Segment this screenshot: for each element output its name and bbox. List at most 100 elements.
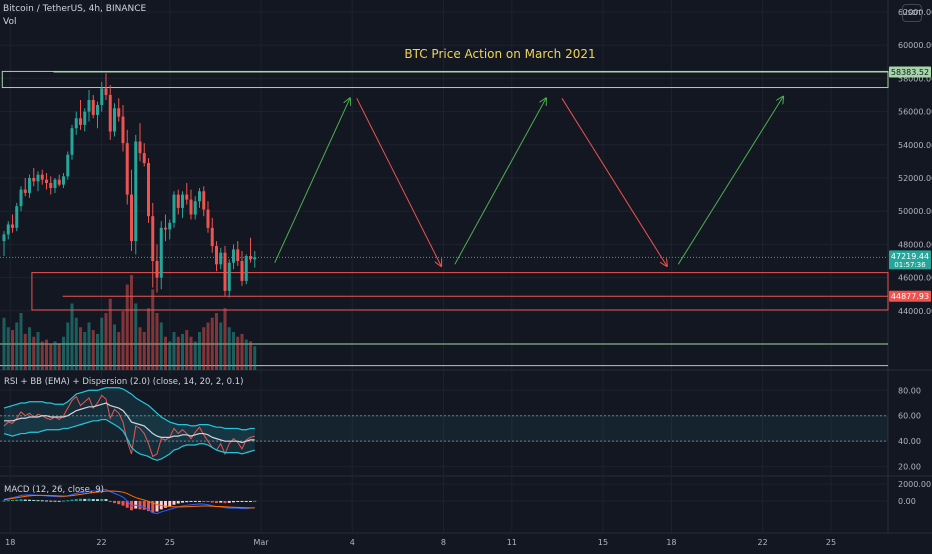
candle-body [57,179,61,185]
candle-body [79,118,82,125]
volume-bar [134,303,138,370]
volume-bar [219,322,223,370]
volume-bar [244,339,248,370]
volume-bar [159,322,163,370]
time-tick-label: 4 [350,538,355,547]
volume-bar [193,341,197,370]
volume-bar [164,336,167,370]
volume-bar [91,330,95,370]
candle-body [23,189,27,193]
volume-bar [6,327,10,370]
rsi-band-fill [0,415,888,442]
volume-bar [96,333,99,370]
candle-body [104,88,108,95]
volume-bar [53,341,57,370]
macd-histogram-bar [28,499,31,501]
macd-pane [2,489,257,515]
volume-bar [236,336,240,370]
macd-histogram-bar [142,500,146,510]
candle-body [172,194,176,223]
projection-arrow [356,98,441,266]
price-badge-countdown: 01:57:36 [894,261,926,269]
candle-body [87,99,91,112]
rsi-title: RSI + BB (EMA) + Dispersion (2.0) (close… [4,377,243,387]
volume-bar [130,275,133,370]
currency-button[interactable]: USDT [902,4,922,22]
candle-body [142,153,146,164]
macd-histogram-bar [202,500,206,502]
macd-series-line [3,490,255,509]
volume-bar [87,322,91,370]
macd-histogram-bar [215,500,218,503]
macd-histogram-bar [49,500,53,502]
candle-body [130,194,133,242]
volume-bar [168,341,172,370]
volume-bar [227,327,231,370]
candle-body [117,108,121,117]
volume-bar [198,332,201,370]
price-badge-label: 47219.44 [891,252,929,261]
candle-body [219,252,223,265]
macd-histogram-bar [172,500,176,505]
volume-bar [79,327,82,370]
volume-bar [19,313,23,370]
macd-histogram-bar [91,499,95,501]
candle-body [113,108,116,132]
volume-bar [83,332,87,370]
volume-bar [57,344,61,370]
symbol-line[interactable]: Bitcoin / TetherUS, 4h, BINANCE [3,4,147,14]
macd-histogram-bar [236,500,240,502]
volume-bar [121,311,125,370]
macd-histogram-bar [151,500,155,513]
macd-histogram-bar [19,499,23,501]
time-tick-label: 18 [666,538,676,547]
rsi-tick-label: 60.00 [898,412,921,421]
candle-body [168,222,172,230]
volume-bar [117,332,121,370]
time-tick-label: 11 [507,538,517,547]
volume-bar [232,332,235,370]
resistance-zone [1,70,889,89]
price-badge [889,66,931,78]
candle-body [28,178,31,193]
volume-label[interactable]: Vol [3,17,17,27]
macd-histogram-bar [125,500,129,508]
volume-bar [113,324,116,370]
macd-histogram-bar [249,500,252,502]
candle-body [49,182,53,188]
macd-histogram-bar [36,500,40,502]
candle-body [45,179,48,183]
price-tick-label: 60000.00 [898,41,932,50]
macd-tick-label: 2000.00 [898,480,931,489]
axes-layer: 44000.00 46000.00 48000.00 50000.00 52000.00… [5,8,932,547]
volume-layer [2,275,257,370]
price-tick-label: 62000.00 [898,8,932,17]
grid-lines [0,0,932,534]
candle-body [181,194,184,208]
macd-histogram-bar [57,500,61,502]
time-tick-label: 22 [758,538,768,547]
chart-title: BTC Price Action on March 2021 [404,47,595,61]
rsi-series-line [3,387,255,431]
macd-histogram-bar [53,500,57,502]
price-tick-label: 46000.00 [898,274,932,283]
volume-bar [151,289,155,370]
candle-body [236,249,240,261]
volume-bar [189,336,193,370]
candle-body [125,143,129,195]
volume-bar [15,322,19,370]
rsi-tick-label: 80.00 [898,386,921,395]
candle-body [2,234,6,242]
bollinger-fill [4,387,255,461]
volume-bar [138,327,142,370]
volume-bar [104,313,108,370]
candle-body [19,189,23,207]
candle-body [108,95,112,132]
candle-body [15,206,19,228]
candle-body [53,179,57,188]
volume-bar [155,313,159,370]
price-tick-label: 54000.00 [898,141,932,150]
macd-histogram-bar [198,500,201,502]
